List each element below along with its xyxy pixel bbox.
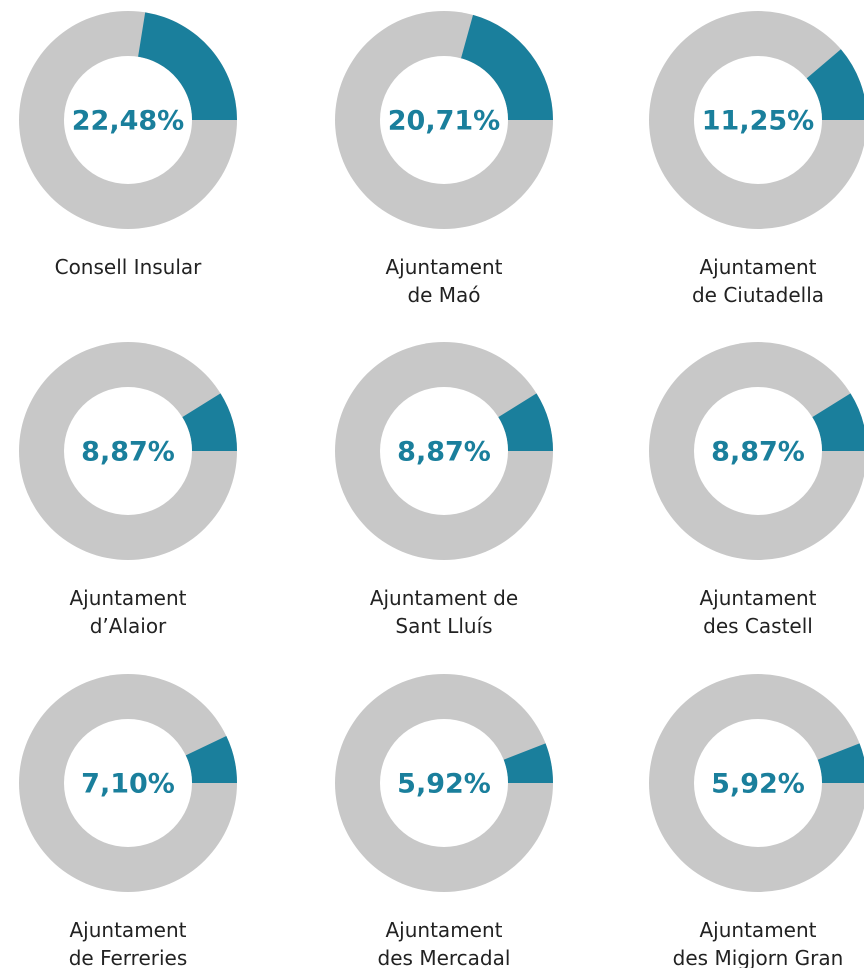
donut-segment <box>498 393 553 451</box>
value-label: 22,48% <box>72 106 184 137</box>
donut-hole <box>694 56 822 184</box>
value-label: 20,71% <box>388 106 500 137</box>
value-label: 8,87% <box>397 437 491 468</box>
donut-segment <box>461 14 553 121</box>
donut-segment <box>185 735 237 783</box>
donut-hole <box>380 56 508 184</box>
donut-segment <box>503 743 553 783</box>
value-label: 11,25% <box>702 106 814 137</box>
chart-title: Ajuntament d’Alaior <box>69 586 187 638</box>
chart-title: Ajuntament de Maó <box>385 255 503 307</box>
chart-title: Ajuntament des Castell <box>699 586 817 638</box>
value-label: 5,92% <box>397 769 491 800</box>
chart-title: Ajuntament de Ferreries <box>68 918 188 968</box>
donut-hole <box>694 719 822 847</box>
donut-segment <box>817 743 864 783</box>
value-label: 8,87% <box>711 437 805 468</box>
chart-title: Ajuntament de Ciutadella <box>691 255 825 307</box>
donut-segment <box>806 49 864 120</box>
value-label: 8,87% <box>81 437 175 468</box>
value-label: 7,10% <box>81 769 175 800</box>
chart-title: Ajuntament de Sant Lluís <box>369 586 519 638</box>
donut-hole <box>694 387 822 515</box>
donut-hole <box>64 719 192 847</box>
donut-segment <box>812 393 864 451</box>
donut-segment <box>138 12 237 121</box>
donut-hole <box>64 387 192 515</box>
donut-hole <box>380 387 508 515</box>
donut-hole <box>380 719 508 847</box>
value-label: 5,92% <box>711 769 805 800</box>
chart-title: Ajuntament des Migjorn Gran <box>672 918 844 968</box>
chart-title: Ajuntament des Mercadal <box>377 918 511 968</box>
donut-segment <box>182 393 237 451</box>
donut-hole <box>64 56 192 184</box>
chart-title: Consell Insular <box>54 255 202 279</box>
